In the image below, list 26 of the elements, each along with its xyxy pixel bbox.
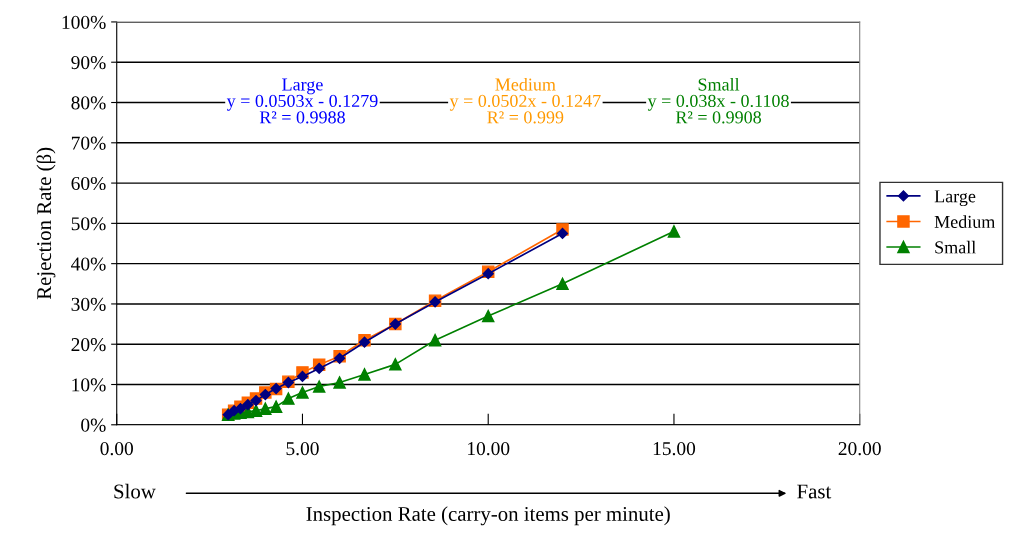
y-tick-label: 100% bbox=[62, 15, 106, 29]
y-tick-label: 40% bbox=[71, 257, 106, 271]
y-axis-title: Rejection Rate (β) bbox=[36, 147, 56, 300]
text: Slow bbox=[114, 483, 156, 499]
y-tick-label: 60% bbox=[71, 176, 106, 191]
y-tick-label: 10% bbox=[72, 378, 106, 392]
y-tick-label: 70% bbox=[71, 136, 106, 150]
y-tick-label: 20% bbox=[71, 338, 106, 352]
legend-label: Medium bbox=[934, 215, 996, 228]
y-tick-label: 50% bbox=[71, 217, 106, 231]
legend-label: Large bbox=[934, 190, 976, 207]
text: Fast bbox=[797, 484, 832, 499]
y-tick-label: 80% bbox=[71, 96, 106, 110]
x-tick-label: 0.00 bbox=[100, 442, 133, 456]
annotation: Medium y = 0.0502x - 0.1247 R² = 0.999 bbox=[449, 77, 601, 124]
x-tick-label: 20.00 bbox=[838, 442, 881, 456]
x-tick-label: 10.00 bbox=[468, 442, 510, 456]
annotation: Large y = 0.0503x - 0.1279 R² = 0.9988 bbox=[226, 78, 378, 124]
x-axis-title: Inspection Rate (carry-on items per minute) bbox=[306, 506, 670, 526]
y-tick-label: 30% bbox=[71, 297, 106, 311]
y-tick-label: 90% bbox=[71, 56, 106, 70]
x-tick-label: 5.00 bbox=[286, 442, 319, 456]
x-tick-label: 15.00 bbox=[653, 442, 696, 456]
y-tick-label: 0% bbox=[81, 418, 106, 432]
annotation: Small y = 0.038x - 0.1108 R² = 0.9908 bbox=[647, 77, 789, 124]
legend-label: Small bbox=[935, 240, 976, 254]
